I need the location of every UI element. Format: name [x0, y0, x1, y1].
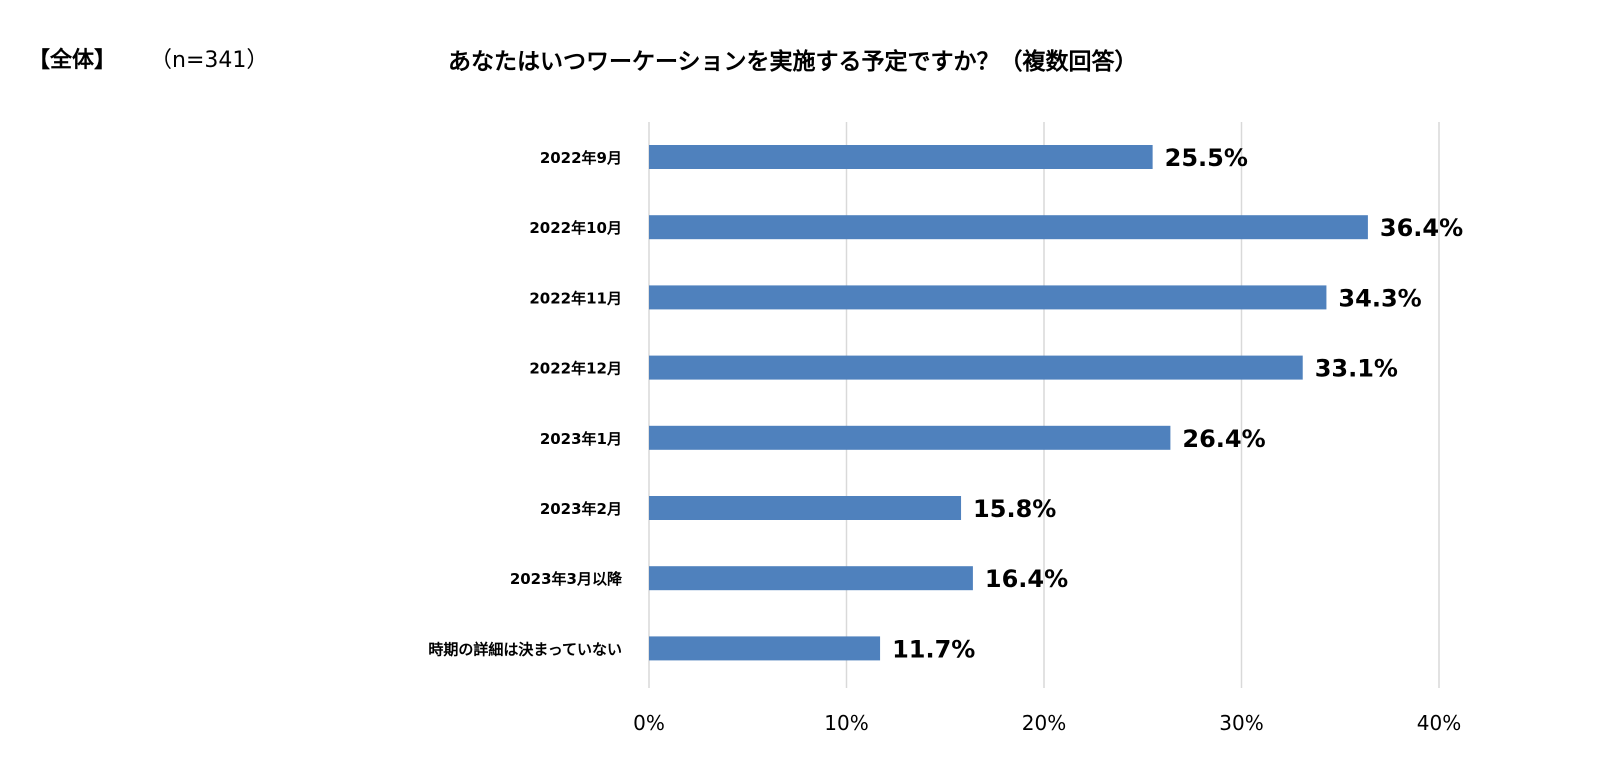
x-tick-label-2: 20%	[1022, 711, 1066, 735]
chart-title: あなたはいつワーケーションを実施する予定ですか？（複数回答）	[448, 49, 1138, 75]
category-label-1: 2022年10月	[529, 219, 622, 237]
category-label-5: 2023年2月	[540, 500, 622, 518]
category-label-7: 時期の詳細は決まっていない	[428, 640, 622, 658]
value-label-7: 11.7%	[892, 635, 975, 663]
category-label-6: 2023年3月以降	[510, 570, 623, 588]
group-label: 【全体】	[28, 48, 117, 73]
x-tick-label-1: 10%	[824, 711, 868, 735]
bar-6	[649, 566, 973, 591]
bar-2	[649, 285, 1327, 310]
category-label-0: 2022年9月	[540, 149, 622, 167]
value-label-2: 34.3%	[1338, 284, 1421, 312]
bar-7	[649, 636, 881, 661]
category-label-3: 2022年12月	[529, 360, 622, 378]
value-label-1: 36.4%	[1380, 214, 1463, 242]
value-label-5: 15.8%	[973, 495, 1056, 523]
sample-size: （n=341）	[150, 48, 269, 73]
category-label-4: 2023年1月	[540, 430, 622, 448]
x-tick-label-3: 30%	[1219, 711, 1263, 735]
bar-4	[649, 425, 1171, 450]
x-tick-label-4: 40%	[1417, 711, 1461, 735]
x-tick-label-0: 0%	[633, 711, 665, 735]
bar-3	[649, 355, 1303, 380]
value-label-4: 26.4%	[1182, 425, 1265, 453]
bar-5	[649, 496, 962, 520]
bar-0	[649, 145, 1153, 169]
bar-1	[649, 215, 1368, 240]
value-label-3: 33.1%	[1315, 355, 1398, 383]
category-label-2: 2022年11月	[529, 289, 622, 307]
value-label-6: 16.4%	[985, 565, 1068, 593]
value-label-0: 25.5%	[1165, 144, 1248, 172]
